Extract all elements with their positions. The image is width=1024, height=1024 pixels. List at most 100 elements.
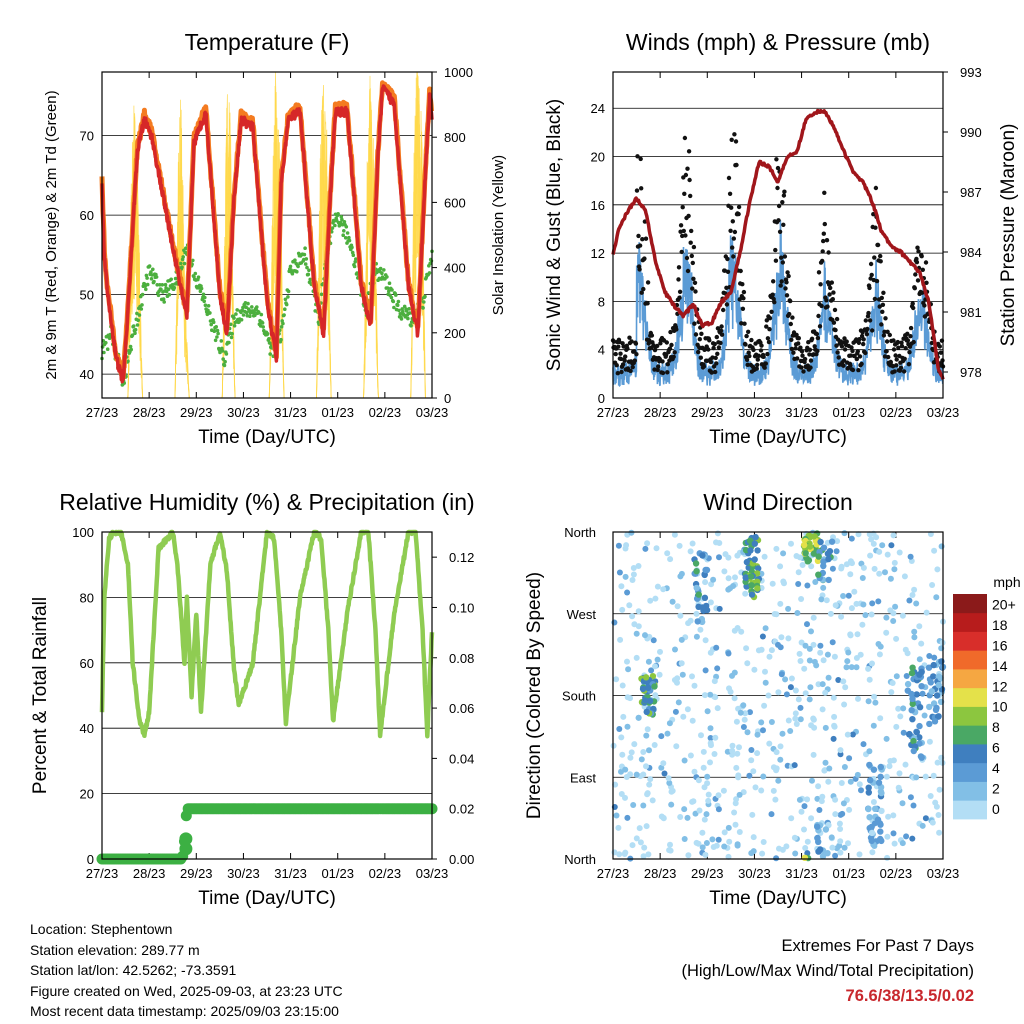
direction-point [731,809,738,816]
gust-point [793,346,798,351]
direction-point [854,631,861,638]
direction-point [777,600,784,607]
direction-point [847,571,854,578]
direction-point [714,530,721,537]
dewpoint-point [404,309,409,313]
gust-point [807,347,813,352]
direction-point [883,735,890,742]
dewpoint-point [156,293,161,298]
gust-point [826,250,831,255]
direction-point [619,751,626,758]
direction-point [643,763,649,770]
gust-point [891,347,897,352]
x-tick-label: 27/23 [597,405,630,420]
direction-point [788,675,795,682]
gust-point [683,233,688,238]
direction-point [795,696,802,703]
gust-point [697,337,702,342]
direction-point [647,776,654,783]
gust-point [870,328,875,333]
rh-line [99,529,435,739]
direction-point [916,623,923,630]
y-axis-label: Sonic Wind & Gust (Blue, Black) [544,99,565,371]
colorbar-label: 16 [992,637,1008,653]
extremes-box: Extremes For Past 7 Days (High/Low/Max W… [681,934,974,1009]
dewpoint-point [303,262,308,266]
colorbar-swatch [953,706,987,726]
colorbar-swatch [953,631,987,651]
direction-point [777,756,784,763]
direction-point [638,756,645,763]
gust-point [692,321,697,326]
direction-point [798,808,805,815]
y2-tick-label: 400 [444,261,466,276]
direction-point [895,705,902,712]
direction-point [791,834,798,841]
gust-point [919,254,924,259]
gust-point [776,218,781,223]
gust-point [740,282,745,287]
direction-point [837,747,844,754]
direction-point [801,665,808,672]
direction-point [749,811,756,818]
gust-point [711,364,717,369]
direction-point [927,679,934,686]
direction-point [747,547,754,554]
dewpoint-point [229,335,234,340]
direction-point [651,683,658,690]
direction-point [788,815,795,822]
dewpoint-point [385,286,390,290]
x-tick-label: 27/23 [597,866,630,881]
dewpoint-point [169,277,173,282]
gust-point [848,363,853,368]
direction-point [938,543,945,550]
dewpoint-point [220,349,225,353]
y-tick-label: South [562,689,596,704]
direction-point [780,550,787,557]
dewpoint-point [223,359,227,364]
direction-point [637,839,644,846]
direction-point [847,778,854,785]
direction-point [810,715,817,722]
gust-point [767,316,773,321]
direction-point [740,724,747,730]
gust-point [820,258,825,264]
direction-point [694,618,701,625]
direction-point [910,747,917,755]
y2-tick-label: 993 [960,65,982,80]
gust-point [707,338,712,343]
direction-point [808,628,814,635]
chart-title: Temperature (F) [185,29,350,55]
direction-point [890,532,897,539]
direction-point [807,684,814,691]
x-tick-label: 02/23 [880,866,913,881]
dewpoint-point [203,295,207,300]
direction-point [770,787,777,794]
y-axis-label: Percent & Total Rainfall [30,597,51,794]
dewpoint-point [307,268,311,273]
direction-point [622,573,629,580]
direction-point [819,793,826,800]
gust-point [690,260,695,266]
direction-point [785,605,792,612]
gust-point [687,177,692,183]
direction-point [816,807,823,813]
direction-point [820,544,828,551]
gust-point [841,363,846,368]
dewpoint-point [421,306,425,310]
y-tick-label: 40 [80,721,94,736]
direction-point [618,791,625,797]
gust-point [719,332,725,337]
gust-point [732,229,738,235]
direction-point [835,677,842,683]
gust-point [633,341,639,346]
direction-point [732,821,739,828]
direction-point [840,800,847,807]
direction-point [848,605,855,612]
direction-point [669,598,676,605]
direction-point [806,696,813,703]
direction-point [635,608,642,615]
direction-point [872,699,879,706]
direction-point [736,791,743,798]
direction-point [654,656,661,663]
